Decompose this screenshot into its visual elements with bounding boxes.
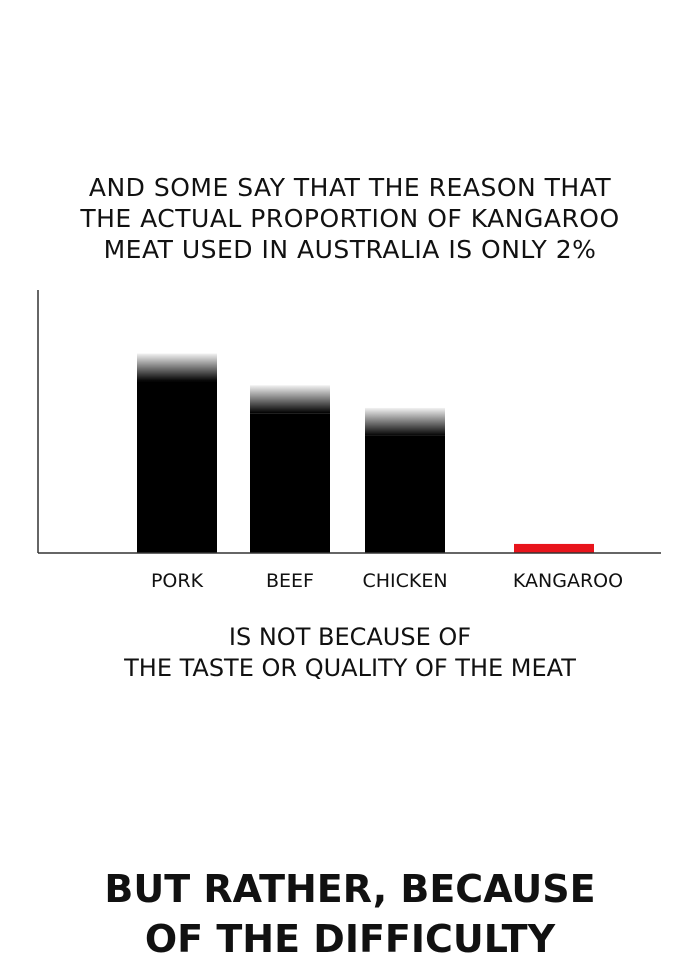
x-tick-label: CHICKEN [362, 570, 447, 592]
x-tick-label: KANGAROO [513, 570, 623, 592]
bar-beef [250, 385, 330, 553]
bar-kangaroo [514, 543, 594, 553]
bar-chicken [365, 407, 445, 553]
caption-line: meat used in Australia is only 2% [103, 235, 597, 264]
x-tick-label: PORK [151, 570, 204, 592]
caption-line: But rather, because [104, 867, 596, 911]
bottom-caption: But rather, because of the difficulty [0, 864, 700, 964]
top-caption: And some say that the reason that the ac… [0, 172, 700, 265]
bar-pork [137, 353, 217, 553]
caption-line: of the difficulty [144, 917, 556, 961]
caption-line: is not because of [228, 623, 472, 651]
caption-line: the taste or quality of the meat [124, 654, 576, 682]
x-tick-label: BEEF [266, 570, 314, 592]
caption-line: And some say that the reason that [88, 173, 612, 202]
middle-caption: is not because of the taste or quality o… [0, 622, 700, 684]
caption-line: the actual proportion of kangaroo [80, 204, 620, 233]
